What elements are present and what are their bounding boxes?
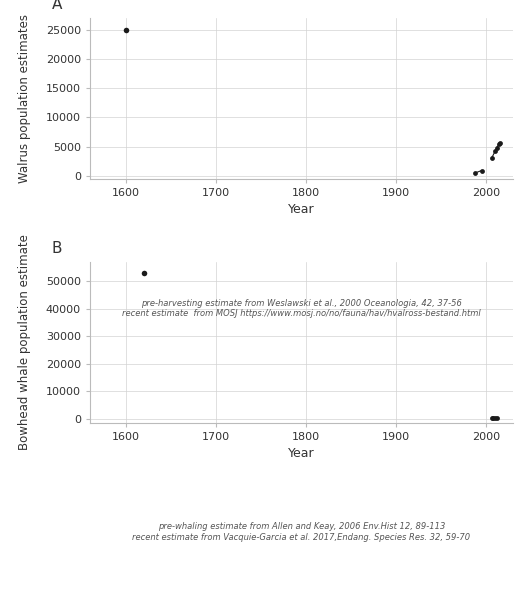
Point [495,138,504,148]
Point [491,146,499,156]
Text: recent estimate  from MOSJ https://www.mosj.no/no/fauna/hav/hvalross-bestand.htm: recent estimate from MOSJ https://www.mo… [122,309,481,318]
Point [487,153,496,163]
Y-axis label: Bowhead whale population estimate: Bowhead whale population estimate [17,234,31,451]
Text: A: A [52,0,62,11]
Text: pre-whaling estimate from Allen and Keay, 2006 Env.Hist 12, 89-113: pre-whaling estimate from Allen and Keay… [158,522,445,532]
X-axis label: Year: Year [288,448,315,460]
Point [495,140,503,149]
Point [489,413,498,423]
Point [477,165,486,175]
Point [471,168,480,178]
Point [492,413,501,422]
Point [122,25,130,34]
Y-axis label: Walrus population estimates: Walrus population estimates [17,14,31,183]
Point [491,413,499,422]
Text: B: B [52,241,62,255]
Point [140,268,148,278]
Point [487,413,496,423]
Text: pre-harvesting estimate from Weslawski et al., 2000 Oceanologia, 42, 37-56: pre-harvesting estimate from Weslawski e… [141,299,462,308]
Text: recent estimate from Vacquie-Garcia et al. 2017,Endang. Species Res. 32, 59-70: recent estimate from Vacquie-Garcia et a… [132,533,471,542]
Point [492,143,501,153]
X-axis label: Year: Year [288,204,315,216]
